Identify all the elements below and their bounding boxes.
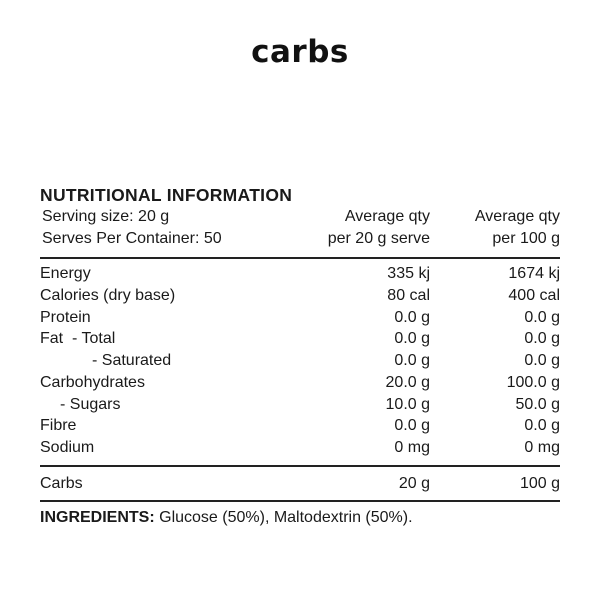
per-serve-value: 335 kj	[387, 265, 430, 283]
nutrient-name: Fibre	[40, 417, 77, 435]
header-row-1: Serving size: 20 g Average qty Average q…	[40, 206, 560, 228]
per-100g-value: 50.0 g	[515, 395, 560, 413]
ingredients-label: INGREDIENTS:	[40, 509, 155, 527]
nutrient-name: Protein	[40, 308, 91, 326]
divider	[40, 500, 560, 503]
divider	[40, 257, 560, 260]
ingredients: INGREDIENTS: Glucose (50%), Maltodextrin…	[40, 509, 560, 527]
col1-header-line1: Average qty	[344, 208, 430, 225]
nutrient-name: - Sugars	[60, 395, 121, 413]
col2-header-line1: Average qty	[474, 208, 560, 225]
per-100g-value: 0.0 g	[524, 330, 560, 348]
per-serve-value: 10.0 g	[385, 395, 430, 413]
divider	[40, 464, 560, 467]
table-row: Fibre 0.0 g 0.0 g	[40, 415, 560, 437]
per-100g-value: 400 cal	[508, 287, 560, 305]
per-serve-value: 20.0 g	[385, 373, 430, 391]
table-row-carbs: Carbs 20 g 100 g	[40, 473, 560, 495]
nutrient-name: Sodium	[40, 438, 95, 456]
per-100g-value: 0.0 g	[524, 352, 560, 370]
per-serve-value: 0.0 g	[394, 308, 430, 326]
nutrient-name: - Saturated	[92, 352, 172, 370]
per-serve-value: 20 g	[398, 474, 430, 492]
per-serve-value: 0.0 g	[394, 352, 430, 370]
serves-per-container: Serves Per Container: 50	[42, 229, 222, 247]
col1-header-line2: per 20 g serve	[327, 229, 430, 247]
table-row: Carbohydrates 20.0 g 100.0 g	[40, 372, 560, 394]
table-row: Energy 335 kj 1674 kj	[40, 263, 560, 285]
brand-logo: carbs	[251, 34, 349, 70]
serving-size: Serving size: 20 g	[42, 208, 170, 225]
nutrient-name: Energy	[40, 265, 91, 283]
table-row: - Sugars 10.0 g 50.0 g	[40, 394, 560, 416]
per-100g-value: 0.0 g	[524, 417, 560, 435]
per-100g-value: 0 mg	[524, 438, 560, 456]
per-100g-value: 1674 kj	[508, 265, 560, 283]
nutrient-name: Calories (dry base)	[40, 287, 176, 305]
per-serve-value: 0.0 g	[394, 417, 430, 435]
table-row: Fat - Total 0.0 g 0.0 g	[40, 328, 560, 350]
per-serve-value: 80 cal	[387, 287, 430, 305]
header-row-2: Serves Per Container: 50 per 20 g serve …	[40, 228, 560, 250]
table-row: Protein 0.0 g 0.0 g	[40, 307, 560, 329]
nutrient-name: Fat - Total	[40, 330, 116, 348]
table-row: Calories (dry base) 80 cal 400 cal	[40, 285, 560, 307]
per-100g-value: 100.0 g	[506, 373, 560, 391]
col2-header-line2: per 100 g	[492, 229, 560, 247]
per-serve-value: 0.0 g	[394, 330, 430, 348]
per-serve-value: 0 mg	[394, 438, 430, 456]
per-100g-value: 100 g	[519, 474, 560, 492]
table-row: Sodium 0 mg 0 mg	[40, 437, 560, 459]
nutrient-name: Carbs	[40, 474, 83, 492]
label-title: NUTRITIONAL INFORMATION	[40, 185, 293, 205]
per-100g-value: 0.0 g	[524, 308, 560, 326]
nutrient-name: Carbohydrates	[40, 373, 145, 391]
nutrition-label: NUTRITIONAL INFORMATION Serving size: 20…	[40, 184, 560, 527]
table-row: - Saturated 0.0 g 0.0 g	[40, 350, 560, 372]
ingredients-text: Glucose (50%), Maltodextrin (50%).	[154, 509, 413, 527]
